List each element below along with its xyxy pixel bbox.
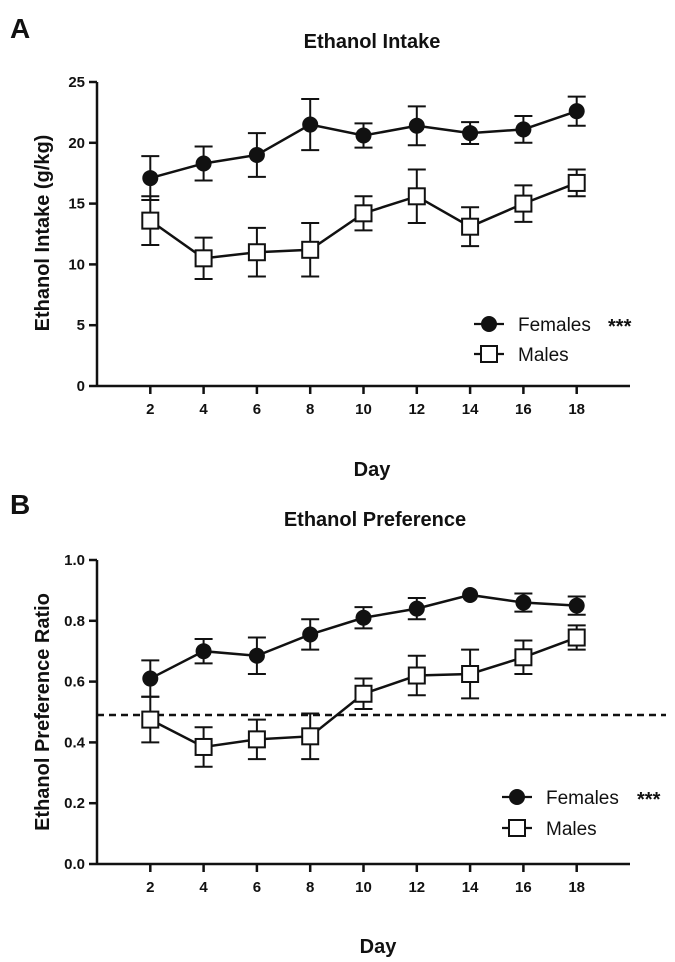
data-point-males-a [194,249,213,268]
x-tick-label-a: 6 [253,401,261,418]
data-point-females-a [142,170,159,187]
legend-label-males-b: Males [546,819,597,840]
y-tick-label-b: 0.6 [64,674,85,691]
legend-a: Females *** Males [474,315,632,366]
y-tick-label-a: 15 [68,196,85,213]
legend-stars-females-a: *** [608,316,632,338]
y-tick-label-a: 0 [77,378,85,395]
chart-title-a: Ethanol Intake [304,31,441,53]
data-point-females-a [195,155,212,172]
panel-letter-a: A [10,13,30,44]
x-tick-label-b: 8 [306,879,314,896]
x-axis-label-a: Day [354,459,392,481]
legend-marker-males-a [480,345,498,363]
data-point-males-b [194,737,213,756]
data-point-females-a [568,103,585,120]
x-tick-label-a: 4 [199,401,208,418]
series-males-a [141,168,586,280]
y-tick-label-b: 0.2 [64,795,85,812]
data-point-females-b [355,609,372,626]
y-tick-label-b: 0.4 [64,734,86,751]
legend-marker-females-b [509,789,525,805]
data-point-females-b [515,594,532,611]
data-point-males-b [461,665,480,683]
x-tick-label-a: 2 [146,401,154,418]
y-axis-label-b: Ethanol Preference Ratio [32,593,54,831]
chart-title-b: Ethanol Preference [284,509,466,531]
y-tick-label-b: 1.0 [64,552,85,569]
data-point-females-b [408,600,425,617]
legend-marker-males-b [508,819,526,837]
legend-label-males-a: Males [518,345,569,366]
data-point-males-b [407,666,426,685]
x-tick-label-b: 12 [408,879,425,896]
x-tick-label-a: 16 [515,401,532,418]
x-tick-label-a: 8 [306,401,314,418]
legend-label-females-b: Females [546,788,619,809]
data-point-females-b [142,670,159,687]
plot-area-b [97,586,666,768]
data-point-males-a [461,217,480,236]
data-point-females-b [568,597,585,614]
y-tick-label-a: 10 [68,256,85,273]
series-females-b [141,586,586,698]
data-point-males-b [247,730,266,749]
series-females-a [141,95,586,201]
series-males-b [141,624,586,768]
legend-marker-females-a [481,316,497,332]
data-point-females-a [408,117,425,134]
data-point-females-a [302,116,319,133]
data-point-females-a [462,125,479,142]
data-point-males-b [514,648,533,667]
data-point-females-b [195,643,212,660]
x-axis-label-b: Day [360,936,398,958]
data-point-males-a [247,243,266,262]
panel-b: B Ethanol Preference Ethanol Preference … [10,489,666,958]
y-axis-label-a: Ethanol Intake (g/kg) [32,135,54,332]
x-tick-label-b: 14 [462,879,479,896]
data-point-males-b [141,710,160,729]
data-point-males-b [354,684,373,703]
panel-a: A Ethanol Intake Ethanol Intake (g/kg) D… [10,13,632,481]
data-point-females-b [302,626,319,643]
legend-label-females-a: Females [518,315,591,336]
panel-letter-b: B [10,489,30,520]
x-tick-label-b: 2 [146,879,154,896]
y-tick-label-a: 20 [68,135,85,152]
y-tick-label-b: 0.0 [64,856,85,873]
data-point-females-a [355,127,372,144]
data-point-males-b [301,727,320,746]
data-point-males-a [407,187,426,206]
x-tick-label-a: 18 [568,401,585,418]
x-tick-label-a: 14 [462,401,479,418]
data-point-females-b [248,647,265,664]
data-point-males-a [567,173,586,192]
axes-a: 0 5 10 15 20 25 2 4 6 8 10 12 14 16 18 [68,74,630,418]
x-tick-label-a: 12 [408,401,425,418]
x-tick-label-b: 6 [253,879,261,896]
data-point-males-a [141,211,160,230]
plot-area-a [141,95,586,280]
x-tick-label-b: 4 [199,879,208,896]
data-point-females-a [515,121,532,138]
x-tick-label-b: 16 [515,879,532,896]
data-point-males-a [354,204,373,223]
data-point-females-b [462,586,479,603]
x-tick-label-b: 10 [355,879,372,896]
y-tick-label-a: 5 [77,317,85,334]
data-point-males-a [301,240,320,259]
legend-b: Females *** Males [502,788,661,840]
y-tick-label-a: 25 [68,74,85,91]
x-tick-label-a: 10 [355,401,372,418]
legend-stars-females-b: *** [637,789,661,811]
data-point-females-a [248,146,265,163]
y-tick-label-b: 0.8 [64,613,85,630]
x-tick-label-b: 18 [568,879,585,896]
axes-b: 0.0 0.2 0.4 0.6 0.8 1.0 2 4 6 8 10 12 14 16 18 [64,552,630,896]
data-point-males-a [514,194,533,213]
data-point-males-b [567,628,586,647]
